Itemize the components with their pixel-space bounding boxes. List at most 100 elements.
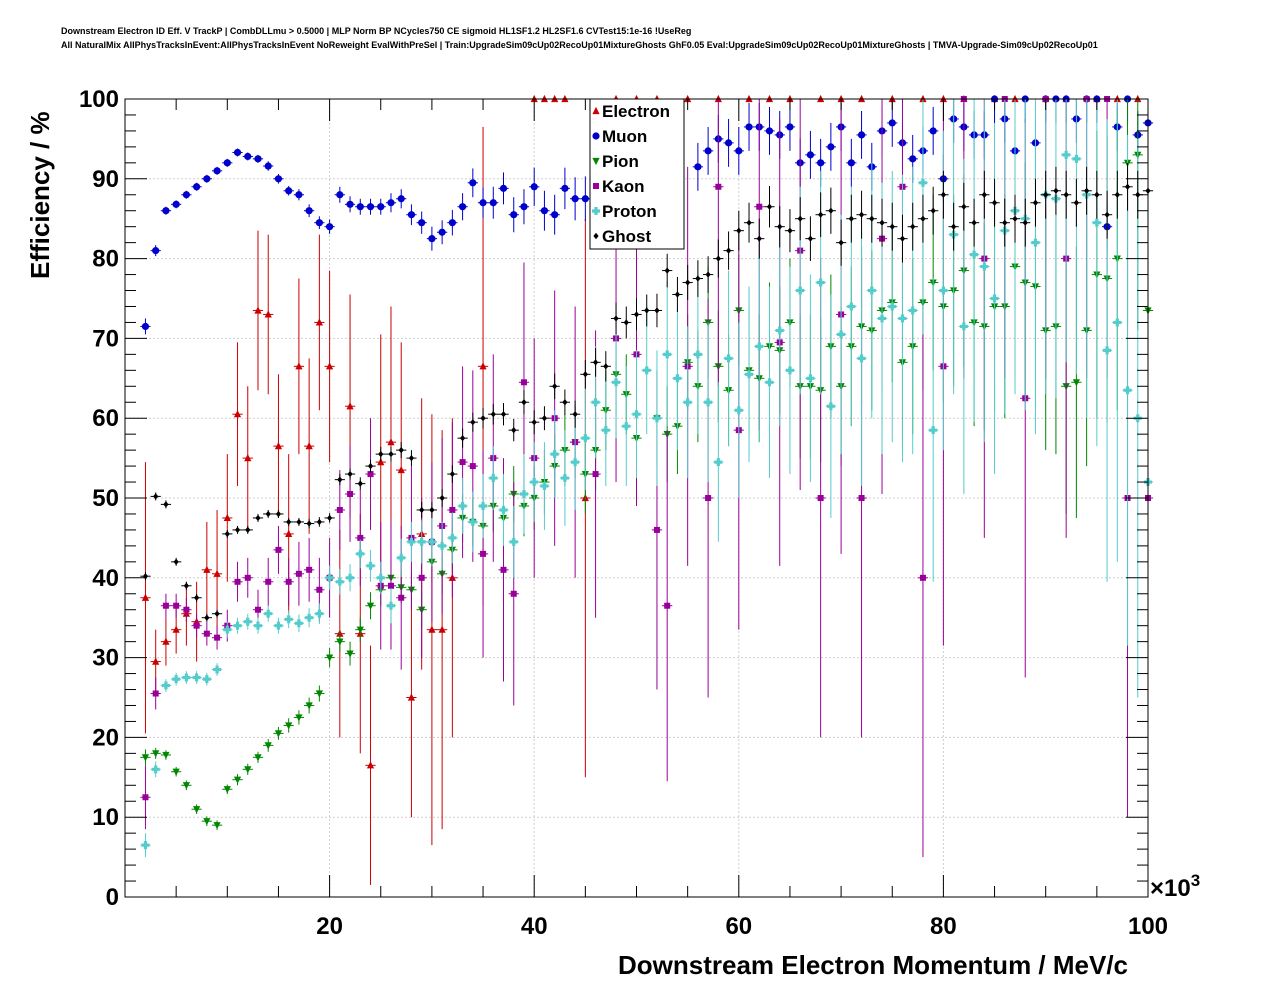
data-point-ghost: [1124, 183, 1131, 190]
data-point-proton: [346, 573, 355, 582]
data-point-electron: [203, 565, 211, 573]
data-point-ghost: [777, 223, 783, 230]
data-point-kaon: [285, 578, 292, 585]
data-point-kaon: [919, 574, 926, 581]
data-point-ghost: [204, 614, 210, 621]
data-point-ghost: [1094, 191, 1100, 198]
data-point-kaon: [244, 574, 251, 581]
data-point-proton: [1092, 218, 1101, 227]
y-tick-label: 50: [92, 485, 119, 512]
data-point-muon: [540, 207, 549, 215]
data-point-ghost: [337, 476, 343, 483]
data-point-ghost: [163, 501, 169, 508]
data-point-muon: [397, 195, 405, 203]
data-point-proton: [417, 537, 426, 546]
data-point-muon: [510, 211, 518, 219]
data-point-ghost: [766, 203, 773, 210]
data-point-muon: [152, 247, 160, 255]
data-point-muon: [295, 191, 303, 199]
data-point-muon: [418, 219, 426, 227]
data-point-electron: [141, 593, 150, 601]
data-point-muon: [264, 162, 272, 170]
data-point-ghost: [818, 211, 824, 218]
data-point-proton: [734, 406, 743, 415]
data-point-electron: [274, 442, 283, 450]
data-point-ghost: [869, 215, 875, 222]
data-point-ghost: [142, 573, 149, 580]
data-point-proton: [560, 474, 569, 483]
data-point-pion: [356, 626, 364, 634]
data-point-pion: [315, 690, 323, 698]
data-point-ghost: [224, 530, 230, 538]
data-point-ghost: [572, 411, 578, 418]
data-point-proton: [970, 250, 979, 259]
data-point-kaon: [858, 495, 865, 501]
data-point-proton: [479, 501, 488, 510]
data-point-kaon: [173, 602, 180, 609]
data-point-kaon: [592, 471, 599, 478]
data-point-muon: [233, 148, 242, 157]
data-point-muon: [499, 184, 508, 192]
data-point-pion: [1072, 379, 1080, 387]
data-point-muon: [346, 200, 354, 208]
data-point-ghost: [1073, 199, 1079, 206]
data-point-kaon: [705, 495, 712, 501]
data-point-kaon: [480, 550, 487, 557]
data-point-pion: [295, 714, 303, 722]
data-point-ghost: [582, 371, 588, 378]
data-point-ghost: [736, 227, 742, 234]
data-point-ghost: [327, 514, 333, 522]
data-point-ghost: [490, 411, 496, 418]
data-point-ghost: [613, 315, 619, 322]
data-point-muon: [479, 199, 487, 207]
data-point-kaon: [418, 574, 425, 581]
data-point-ghost: [633, 311, 640, 318]
data-point-muon: [377, 203, 385, 211]
data-point-ghost: [521, 399, 527, 406]
data-point-proton: [714, 458, 723, 467]
data-point-proton: [724, 354, 733, 363]
data-point-proton: [673, 374, 682, 383]
data-point-ghost: [286, 518, 292, 526]
data-point-ghost: [1022, 219, 1028, 226]
legend-entry-pion: Pion: [592, 152, 639, 171]
data-point-muon: [469, 179, 477, 187]
data-point-proton: [888, 302, 897, 311]
data-point-muon: [336, 191, 344, 199]
data-point-proton: [550, 450, 559, 459]
data-point-proton: [1072, 154, 1081, 163]
data-point-proton: [775, 326, 784, 335]
data-point-ghost: [838, 239, 844, 246]
legend-label: Pion: [602, 152, 639, 171]
data-point-pion: [162, 751, 170, 760]
data-point-electron: [152, 657, 160, 665]
data-point-ghost: [797, 215, 803, 222]
data-point-kaon: [316, 586, 323, 593]
data-point-ghost: [153, 493, 159, 500]
data-point-electron: [326, 362, 334, 370]
data-point-pion: [213, 822, 221, 830]
x-tick-label: 20: [316, 913, 343, 940]
data-point-proton: [264, 609, 273, 618]
data-point-ghost: [1084, 187, 1090, 194]
data-point-kaon: [459, 459, 466, 466]
data-point-proton: [499, 505, 508, 514]
data-point-kaon: [275, 546, 282, 553]
data-point-kaon: [756, 203, 763, 210]
data-point-muon: [806, 151, 815, 159]
data-point-proton: [253, 621, 262, 630]
data-point-proton: [407, 537, 416, 546]
data-point-proton: [990, 294, 999, 303]
data-point-ghost: [429, 506, 435, 514]
x-tick-label: 60: [725, 913, 752, 940]
data-point-kaon: [510, 590, 517, 597]
data-point-ghost: [674, 291, 681, 298]
data-point-muon: [735, 147, 743, 155]
data-point-muon: [274, 175, 283, 183]
legend-entry-electron: Electron: [592, 102, 670, 121]
data-point-muon: [745, 123, 753, 131]
data-point-electron: [479, 362, 487, 370]
data-point-muon: [888, 119, 896, 127]
data-point-ghost: [255, 514, 261, 522]
data-point-proton: [878, 314, 887, 323]
